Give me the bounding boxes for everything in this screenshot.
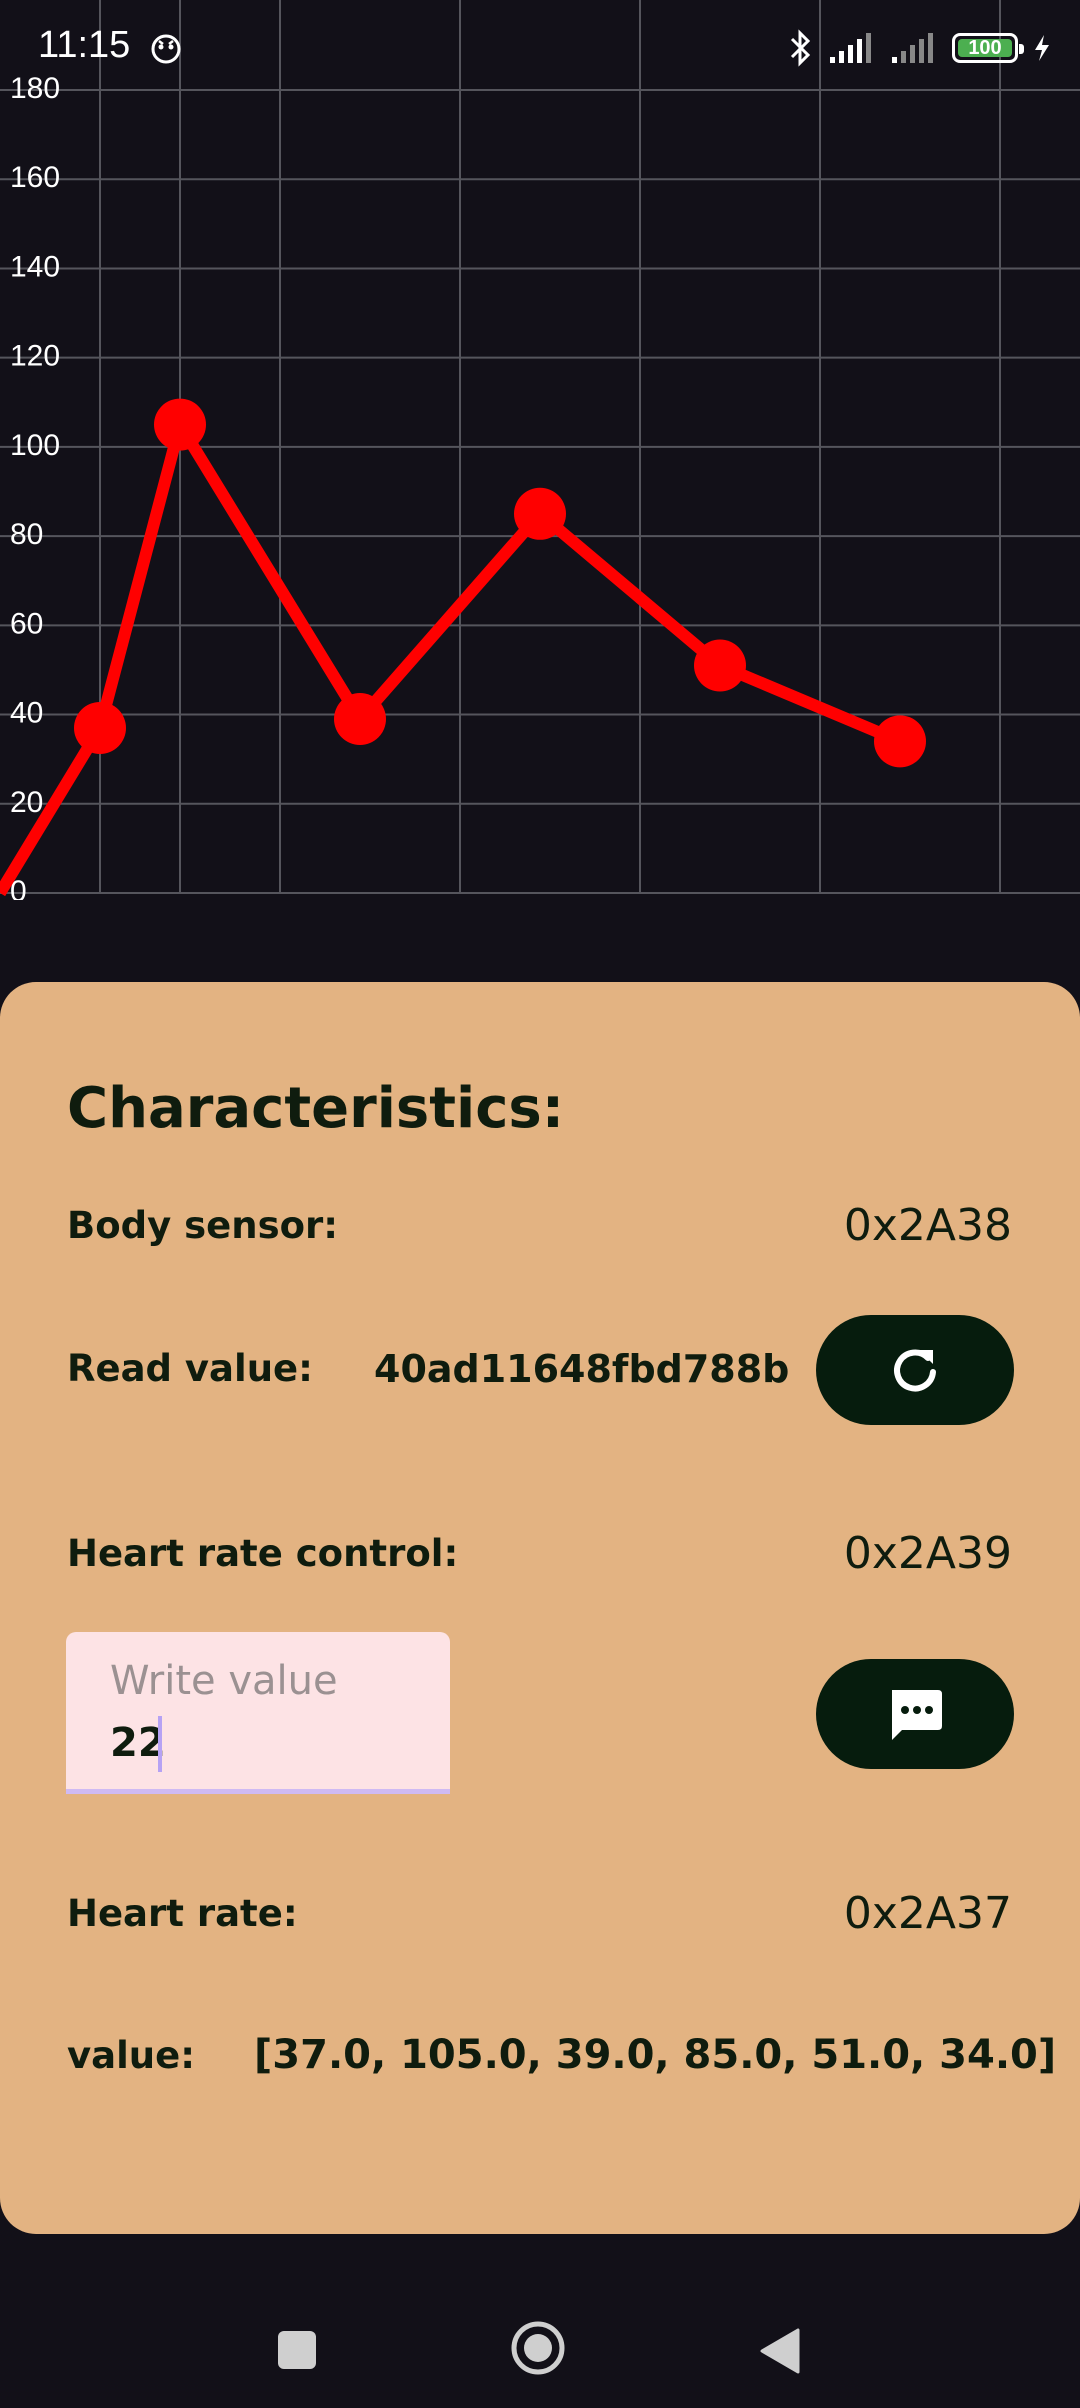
heart-rate-control-label: Heart rate control: bbox=[67, 1532, 459, 1575]
data-point bbox=[334, 693, 386, 746]
send-message-button[interactable] bbox=[816, 1659, 1014, 1769]
y-tick-label: 40 bbox=[10, 697, 43, 730]
y-tick-label: 80 bbox=[10, 518, 43, 551]
battery-level: 100 bbox=[968, 36, 1002, 59]
y-tick-label: 140 bbox=[10, 250, 60, 283]
y-tick-label: 180 bbox=[10, 72, 60, 105]
read-value-text: 40ad11648fbd788b bbox=[374, 1347, 790, 1391]
status-time: 11:15 bbox=[38, 24, 131, 66]
data-point bbox=[874, 715, 926, 768]
data-point bbox=[74, 701, 126, 754]
y-tick-label: 20 bbox=[10, 786, 43, 819]
write-value-input[interactable]: Write value 22 bbox=[66, 1632, 450, 1794]
heart-rate-control-uuid: 0x2A39 bbox=[843, 1528, 1012, 1579]
chart-points bbox=[74, 398, 926, 768]
data-point bbox=[514, 487, 566, 540]
signal-1-icon bbox=[830, 33, 871, 63]
status-icons: 100 bbox=[788, 22, 1052, 74]
write-value-placeholder: Write value bbox=[110, 1658, 338, 1704]
card-title: Characteristics: bbox=[67, 1076, 565, 1141]
y-tick-label: 100 bbox=[10, 429, 60, 462]
data-point bbox=[154, 398, 206, 451]
text-caret bbox=[158, 1716, 162, 1772]
bluetooth-icon bbox=[790, 29, 811, 67]
signal-2-icon bbox=[892, 33, 933, 63]
heart-rate-chart: 0 20 40 60 80 100 120 140 160 180 bbox=[0, 0, 1080, 900]
read-value-label: Read value: bbox=[67, 1347, 313, 1390]
write-value-text: 22 bbox=[110, 1720, 166, 1766]
chart-y-tick-labels: 0 20 40 60 80 100 120 140 160 180 bbox=[10, 72, 60, 900]
charging-bolt-icon bbox=[1035, 35, 1049, 61]
circle-home-icon[interactable] bbox=[510, 2320, 566, 2376]
y-tick-label: 60 bbox=[10, 607, 43, 640]
square-icon[interactable] bbox=[278, 2331, 316, 2369]
message-icon bbox=[892, 1690, 942, 1740]
battery-fill bbox=[958, 39, 1012, 57]
notification-face-icon bbox=[151, 34, 181, 64]
y-tick-label: 160 bbox=[10, 161, 60, 194]
heart-rate-values: [37.0, 105.0, 39.0, 85.0, 51.0, 34.0] bbox=[254, 2032, 1057, 2078]
heart-rate-label: Heart rate: bbox=[67, 1892, 298, 1935]
battery-tip bbox=[1019, 44, 1024, 54]
status-bar: 11:15 100 bbox=[0, 0, 1080, 96]
data-point bbox=[694, 639, 746, 692]
heart-rate-uuid: 0x2A37 bbox=[843, 1888, 1012, 1939]
y-tick-label: 0 bbox=[10, 875, 27, 900]
value-label: value: bbox=[67, 2034, 196, 2077]
battery-icon: 100 bbox=[952, 33, 1024, 63]
characteristics-card: Characteristics: Body sensor: 0x2A38 Rea… bbox=[0, 982, 1080, 2234]
triangle-back-icon[interactable] bbox=[758, 2328, 802, 2374]
navigation-bar bbox=[0, 2290, 1080, 2408]
refresh-icon bbox=[894, 1349, 936, 1392]
series-line bbox=[0, 418, 903, 897]
refresh-button[interactable] bbox=[816, 1315, 1014, 1425]
y-tick-label: 120 bbox=[10, 340, 60, 373]
body-sensor-label: Body sensor: bbox=[67, 1204, 339, 1247]
body-sensor-uuid: 0x2A38 bbox=[843, 1200, 1012, 1251]
